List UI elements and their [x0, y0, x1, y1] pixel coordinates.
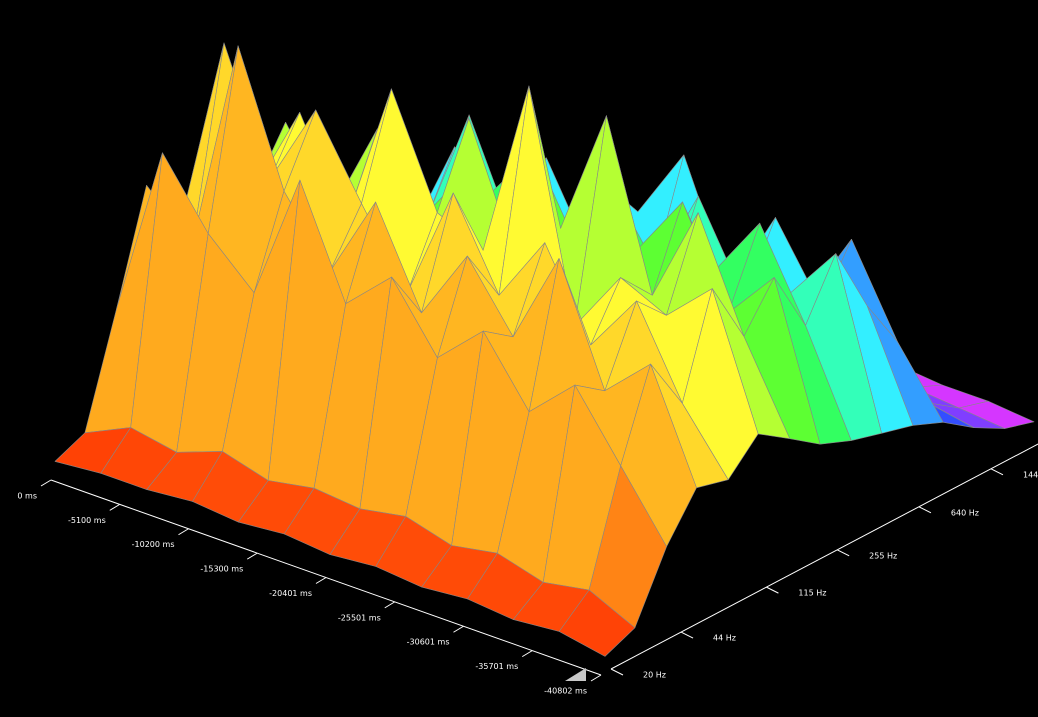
time-tick: [315, 577, 327, 584]
cursor-marker: [565, 668, 586, 681]
frequency-tick-label: 20 Hz: [643, 671, 666, 680]
time-tick: [521, 650, 533, 658]
frequency-tick: [836, 549, 850, 557]
frequency-tick: [918, 506, 932, 514]
frequency-axis: [610, 443, 1038, 670]
time-tick: [246, 552, 258, 560]
frequency-tick-label: 115 Hz: [798, 589, 826, 598]
frequency-tick-label: 1440 Hz: [1023, 470, 1038, 479]
time-tick: [590, 674, 602, 682]
time-tick: [109, 503, 121, 511]
time-tick: [40, 479, 52, 487]
frequency-tick-label: 640 Hz: [951, 508, 979, 517]
surface-face: [558, 589, 636, 657]
time-tick: [178, 528, 189, 536]
time-tick-label: -40802 ms: [544, 687, 587, 696]
surface: [54, 42, 1035, 657]
time-tick-label: -15300 ms: [200, 565, 243, 574]
time-tick-label: -25501 ms: [338, 613, 381, 622]
time-tick-label: -10200 ms: [132, 540, 175, 549]
frequency-tick: [680, 631, 694, 639]
frequency-tick: [990, 468, 1004, 476]
time-tick-label: -30601 ms: [407, 638, 450, 647]
time-tick-label: -5100 ms: [68, 516, 106, 525]
axes: 0 ms -5100 ms -10200 ms -15300 ms -20401 ms -…: [17, 443, 1038, 696]
frequency-tick-label: 255 Hz: [869, 551, 897, 560]
time-tick-label: -35701 ms: [475, 662, 518, 671]
time-tick: [453, 625, 464, 633]
frequency-tick-label: 44 Hz: [713, 634, 736, 643]
time-tick-label: -20401 ms: [269, 589, 312, 598]
time-tick-label: 0 ms: [17, 492, 37, 501]
frequency-tick: [610, 668, 624, 676]
frequency-tick: [766, 586, 779, 594]
time-tick: [384, 601, 396, 609]
